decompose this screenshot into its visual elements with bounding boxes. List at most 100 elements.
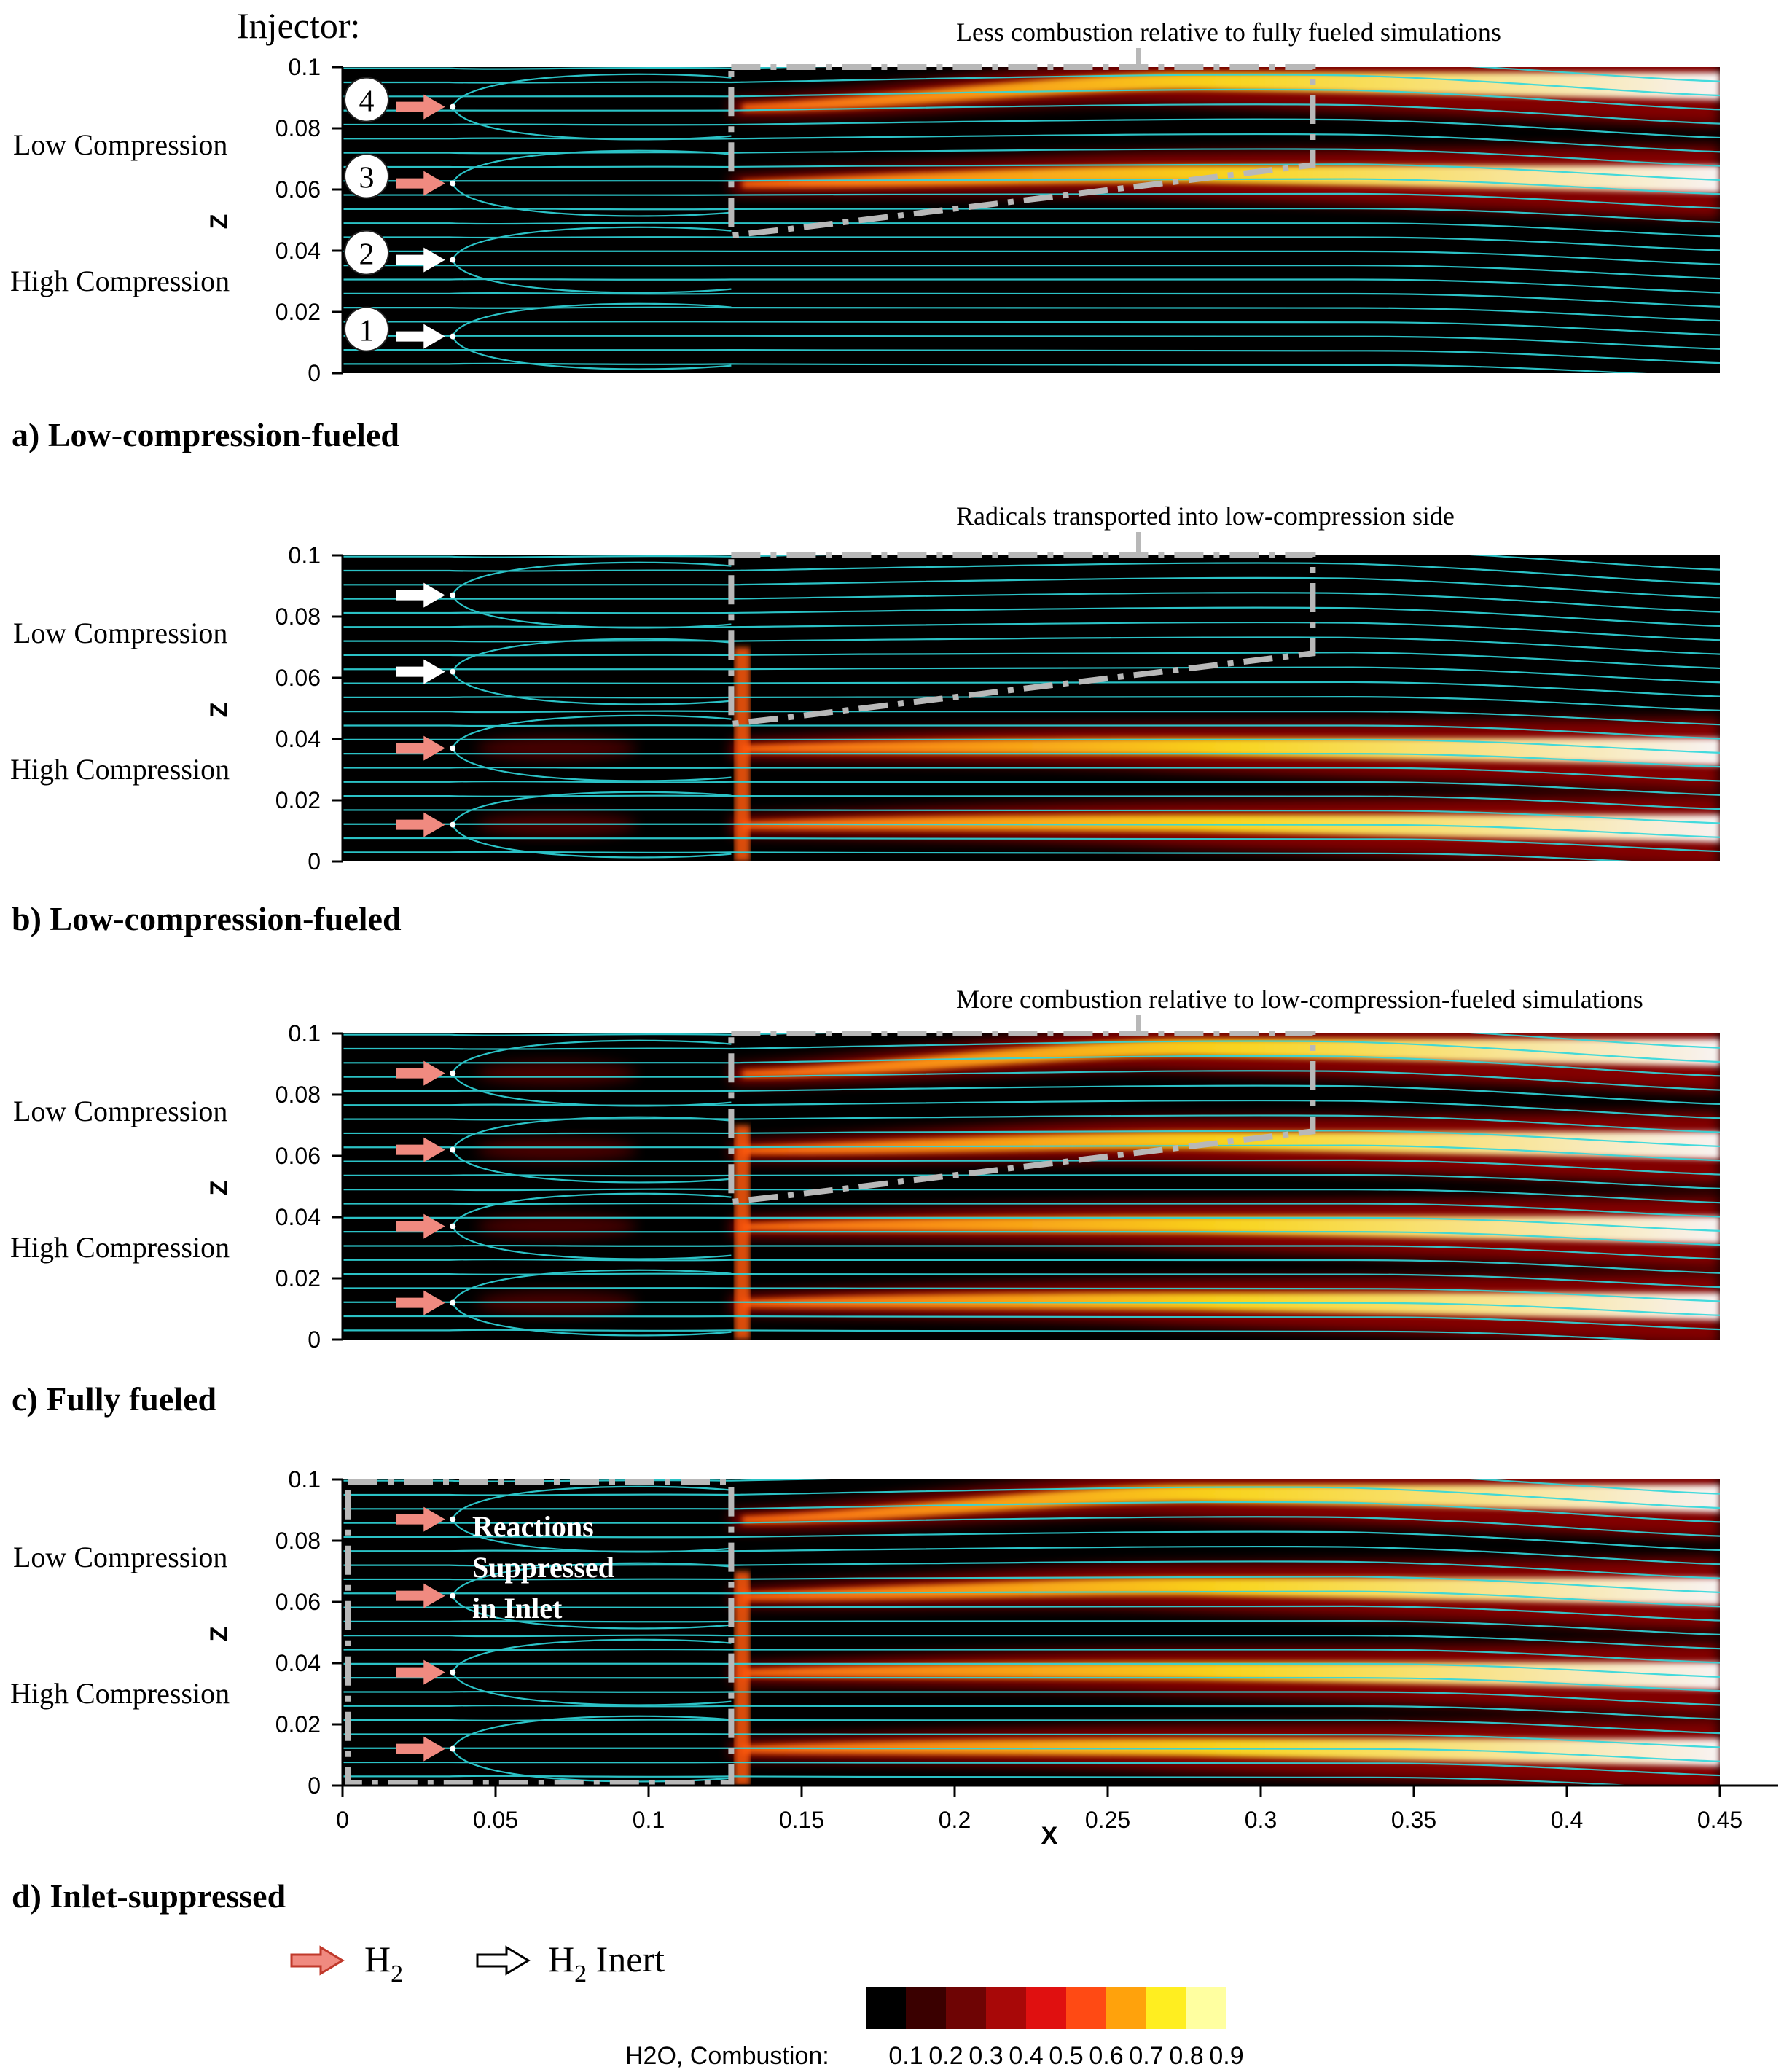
streamline (343, 695, 1720, 711)
y-tick-label: 0.1 (289, 542, 321, 568)
streamline (343, 724, 1720, 740)
legend: H2 H2 Inert (290, 1939, 665, 1987)
injector-port (450, 333, 456, 340)
streamline (343, 1719, 1720, 1735)
contour-field (343, 1479, 1720, 1786)
streamline (343, 1216, 1720, 1232)
contour-field (343, 67, 1720, 373)
injector-port (450, 103, 456, 110)
x-axis-label: X (1041, 1822, 1058, 1850)
fuel-injector-arrow-icon (396, 1137, 445, 1162)
streamline (343, 1203, 1720, 1218)
streamline (343, 118, 1720, 139)
streamline (343, 362, 1648, 373)
legend-fuel-arrow-icon (290, 1945, 345, 1976)
injector-wake (452, 302, 732, 370)
fuel-injector-arrow-icon (396, 735, 445, 761)
injector-port (450, 668, 456, 675)
legend-inert-label: H (548, 1939, 574, 1979)
fuel-injector-arrow-icon (396, 1506, 445, 1532)
streamline (343, 1287, 1720, 1302)
colorbar-swatch (866, 1987, 907, 2029)
colorbar-tick-label: 0.8 (1169, 2042, 1203, 2070)
box-text-line: Reactions (472, 1510, 594, 1543)
streamlines (343, 1033, 1720, 1340)
injector-number-badge (344, 77, 389, 122)
combustion-plume-core (742, 1662, 1720, 1690)
streamline (343, 1649, 1720, 1664)
colorbar-swatch (1146, 1987, 1187, 2029)
colorbar-label: H2O, Combustion: (625, 2042, 829, 2070)
injector-port (450, 1592, 456, 1599)
y-tick-label: 0.06 (275, 176, 321, 203)
x-tick-label: 0.3 (1245, 1807, 1277, 1833)
y-axis-label: Z (206, 214, 233, 230)
x-tick-label: 0.05 (473, 1807, 518, 1833)
inlet-combustion-zone (477, 1061, 637, 1085)
streamline (343, 103, 1720, 125)
y-tick-label: 0.1 (289, 1466, 321, 1493)
streamline (343, 1244, 1720, 1260)
y-tick-label: 0.02 (275, 299, 321, 325)
streamline (343, 1605, 1720, 1622)
streamline (343, 1733, 1720, 1748)
highlight-box (728, 552, 1316, 727)
contour-field (343, 555, 1720, 861)
inert-injector-arrow-icon (396, 324, 445, 349)
high-compression-label: High Compression (10, 753, 230, 786)
highlight-box (728, 64, 1316, 239)
injector-port (450, 1299, 456, 1306)
y-tick-label: 0.06 (275, 1589, 321, 1615)
streamline (343, 1516, 1720, 1537)
streamline (343, 250, 1720, 265)
streamline (343, 606, 1720, 628)
combustion-plume-core (742, 1039, 1720, 1078)
streamline (343, 1619, 1720, 1635)
injector-wake (452, 791, 732, 859)
y-tick-label: 0 (308, 1772, 321, 1799)
inert-injector-arrow-icon (396, 659, 445, 684)
y-axis-label: Z (206, 703, 233, 718)
svg-text:H2: H2 (364, 1939, 403, 1987)
colorbar-swatch (1106, 1987, 1147, 2029)
legend-inert-suffix: Inert (587, 1939, 665, 1979)
fuel-injector-arrow-icon (396, 1213, 445, 1239)
y-axis-label: Z (206, 1627, 233, 1642)
injector-number-badge (344, 153, 389, 199)
streamline (343, 148, 1720, 167)
injector-wake (452, 1116, 732, 1184)
colorbar-tick-label: 0.5 (1049, 2042, 1083, 2070)
highlight-box (345, 1479, 735, 1786)
injector-port (450, 257, 456, 263)
streamline (343, 1662, 1720, 1678)
injector-port (450, 821, 456, 828)
combustion-plume-core (742, 1738, 1720, 1767)
streamline (343, 1486, 1720, 1509)
streamline (343, 1501, 1720, 1523)
y-tick-label: 0.06 (275, 665, 321, 691)
injector-number: 3 (359, 162, 375, 195)
streamlines (343, 555, 1720, 861)
streamline (343, 1634, 1720, 1650)
fuel-injector-arrow-icon (396, 812, 445, 837)
panel-c: 0.1 0.08 0.06 0.04 0.02 0 Z Low Compression High… (10, 985, 1720, 1418)
injector-number: 1 (359, 315, 375, 348)
fuel-injector-arrow-icon (396, 1659, 445, 1685)
injector-wake (452, 149, 732, 217)
y-tick-label: 0.08 (275, 1528, 321, 1554)
streamline (343, 1033, 1720, 1049)
injector-wake (452, 1269, 732, 1337)
streamline (343, 178, 1720, 195)
injector-number: 4 (359, 85, 375, 119)
x-tick-label: 0.15 (779, 1807, 824, 1833)
streamline (343, 766, 1720, 782)
low-compression-label: Low Compression (13, 1541, 227, 1573)
low-compression-label: Low Compression (13, 128, 227, 161)
streamline (343, 1070, 1720, 1091)
fuel-injector-arrow-icon (396, 1736, 445, 1762)
streamline (343, 1173, 1720, 1189)
fuel-injector-arrow-icon (396, 94, 445, 120)
streamline (343, 1676, 1720, 1692)
streamline (343, 1144, 1720, 1162)
